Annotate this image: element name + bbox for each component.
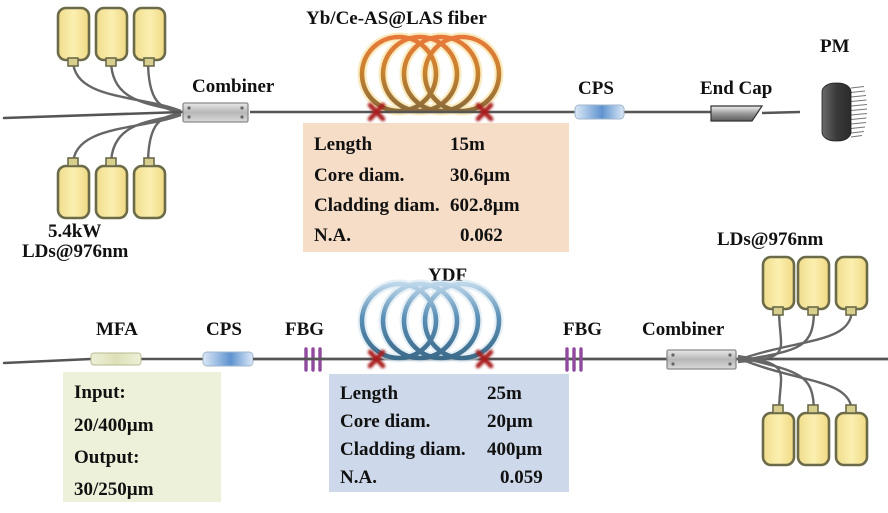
svg-text:CPS: CPS bbox=[206, 319, 242, 340]
svg-text:Cladding diam.: Cladding diam. bbox=[340, 439, 466, 460]
svg-text:0.059: 0.059 bbox=[500, 467, 543, 488]
svg-text:Cladding diam.: Cladding diam. bbox=[314, 195, 440, 216]
svg-text:N.A.: N.A. bbox=[340, 467, 377, 488]
svg-text:25m: 25m bbox=[487, 383, 522, 404]
svg-text:Combiner: Combiner bbox=[192, 76, 275, 97]
svg-text:30/250µm: 30/250µm bbox=[74, 479, 154, 500]
svg-text:602.8µm: 602.8µm bbox=[450, 195, 520, 216]
svg-text:400µm: 400µm bbox=[487, 439, 542, 460]
svg-text:Core diam.: Core diam. bbox=[314, 165, 404, 186]
svg-text:Yb/Ce-AS@LAS fiber: Yb/Ce-AS@LAS fiber bbox=[306, 8, 487, 29]
svg-text:Core diam.: Core diam. bbox=[340, 411, 430, 432]
svg-text:LDs@976nm: LDs@976nm bbox=[22, 241, 129, 262]
svg-text:Input:: Input: bbox=[74, 382, 126, 403]
svg-text:PM: PM bbox=[820, 36, 850, 57]
svg-text:15m: 15m bbox=[450, 134, 485, 155]
svg-text:20/400µm: 20/400µm bbox=[74, 415, 154, 436]
svg-text:Length: Length bbox=[340, 383, 399, 404]
svg-text:End Cap: End Cap bbox=[700, 78, 772, 99]
svg-text:LDs@976nm: LDs@976nm bbox=[717, 229, 824, 250]
svg-text:0.062: 0.062 bbox=[460, 225, 503, 246]
svg-text:Output:: Output: bbox=[74, 447, 139, 468]
svg-text:FBG: FBG bbox=[285, 319, 324, 340]
svg-text:Length: Length bbox=[314, 134, 373, 155]
svg-text:Combiner: Combiner bbox=[642, 319, 725, 340]
svg-text:FBG: FBG bbox=[563, 319, 602, 340]
svg-text:MFA: MFA bbox=[96, 319, 138, 340]
svg-text:CPS: CPS bbox=[578, 78, 614, 99]
svg-text:20µm: 20µm bbox=[487, 411, 533, 432]
svg-text:N.A.: N.A. bbox=[314, 225, 351, 246]
svg-text:30.6µm: 30.6µm bbox=[450, 165, 510, 186]
svg-text:5.4kW: 5.4kW bbox=[48, 221, 101, 242]
